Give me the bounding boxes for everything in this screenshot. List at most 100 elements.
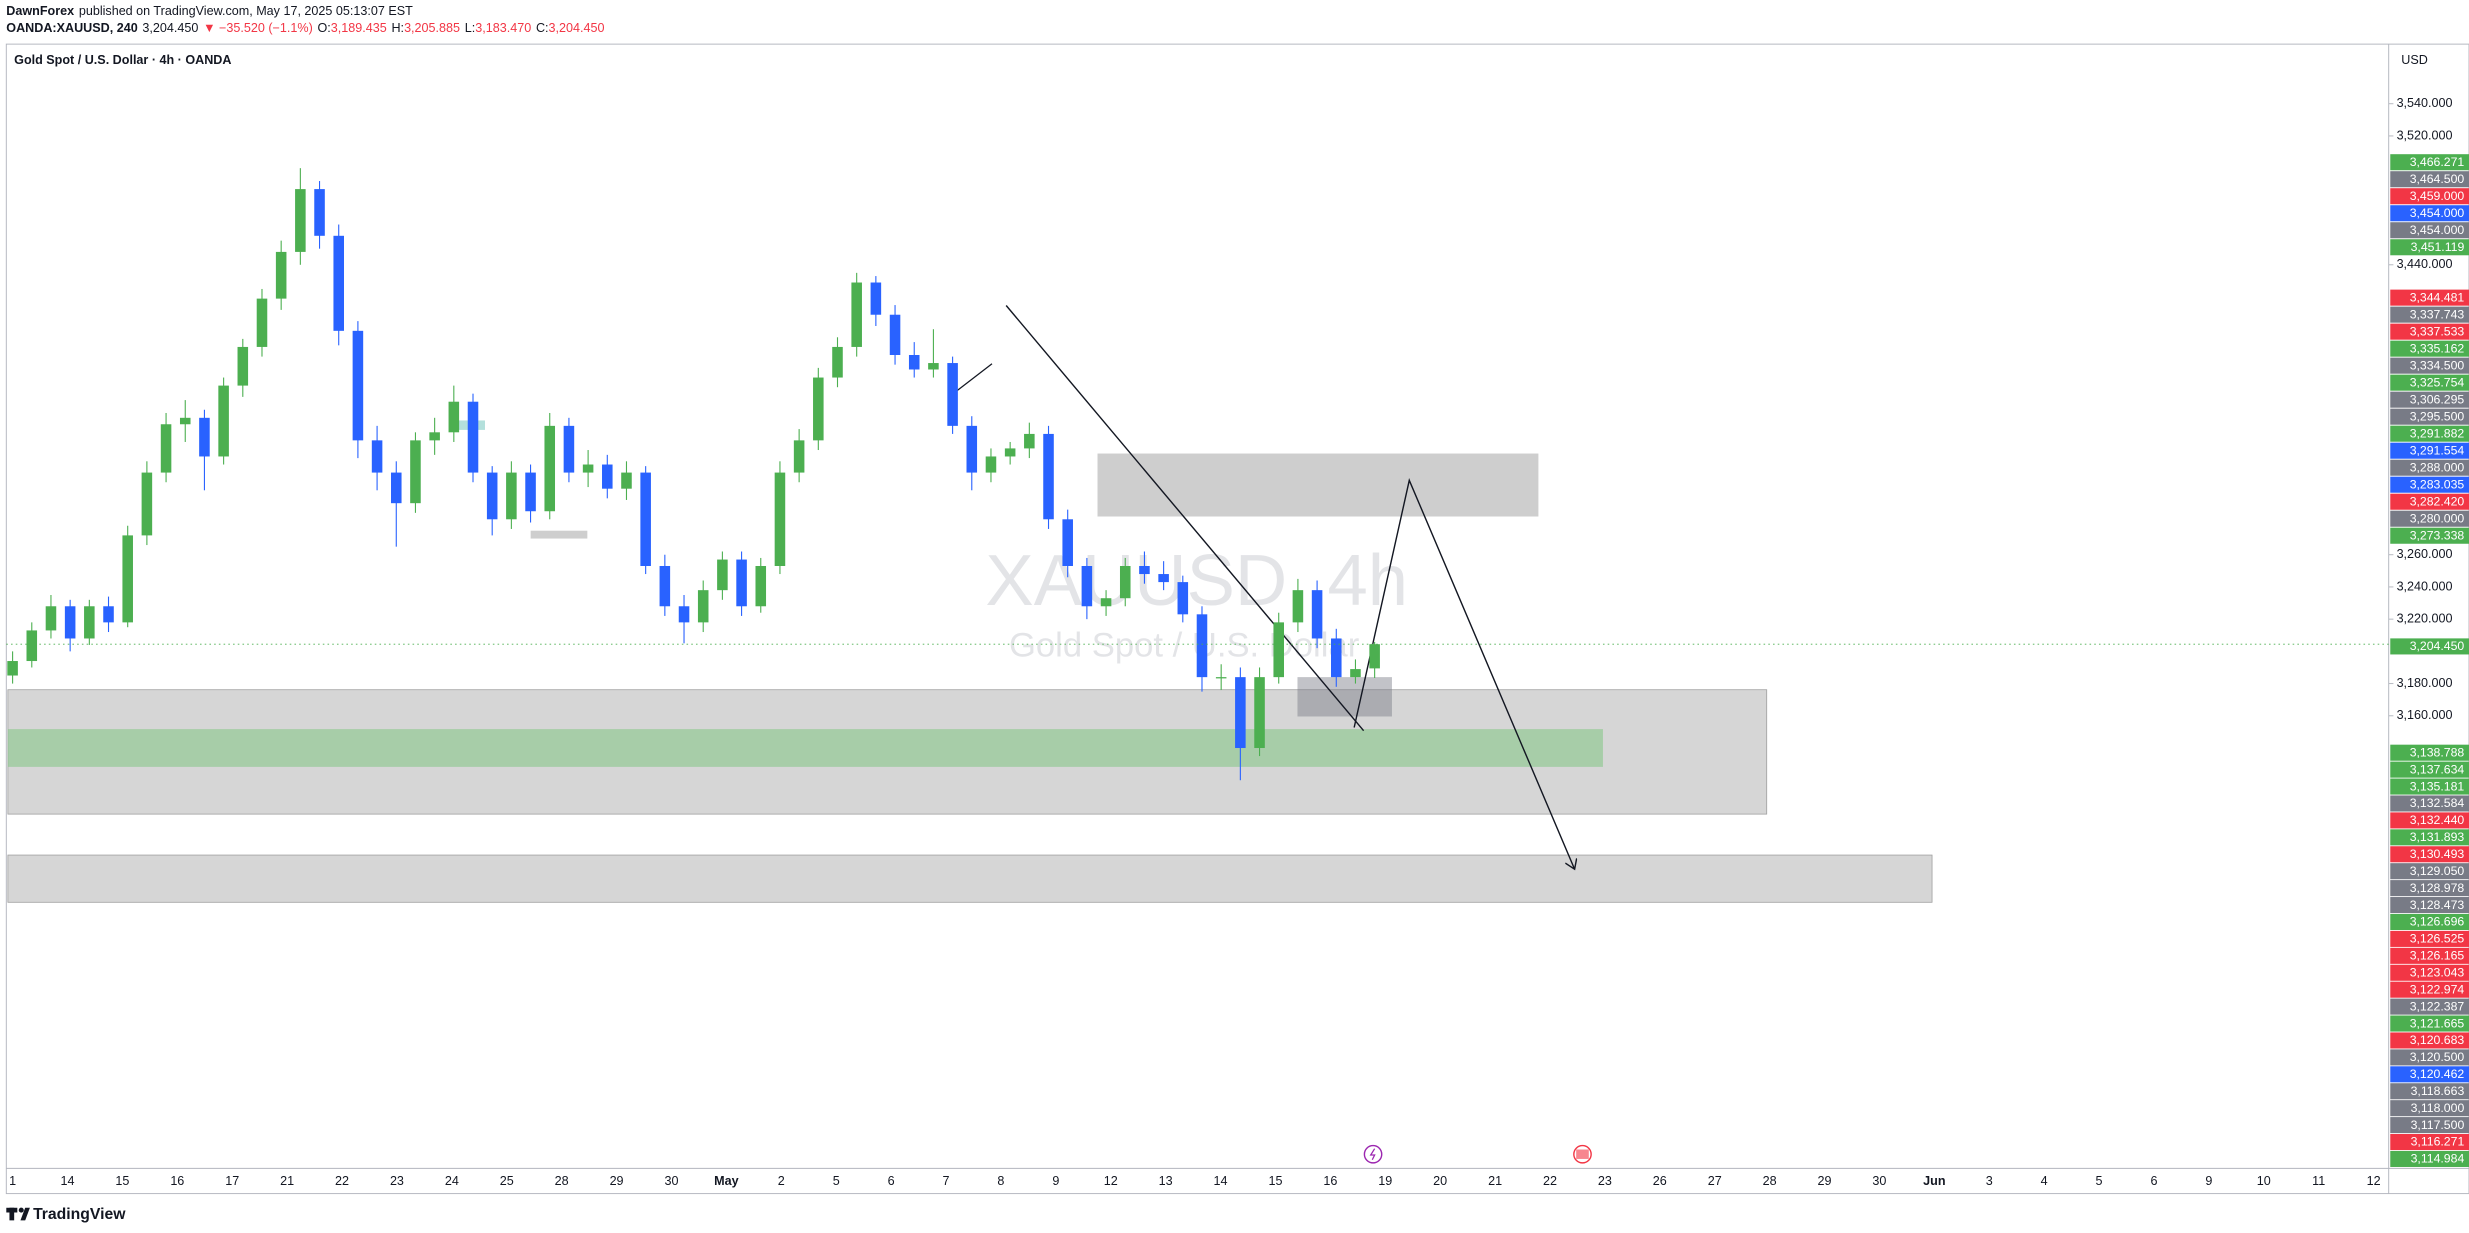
candle-body	[1043, 433, 1054, 520]
price-label-bg	[2390, 846, 2469, 863]
ohlc-key: C:	[536, 21, 549, 35]
candle-body	[947, 363, 958, 426]
y-tick-label: 3,540.000	[2397, 96, 2453, 110]
ohlc-key: O:	[318, 21, 331, 35]
price-label-bg	[2390, 171, 2469, 188]
x-tick-label: 21	[1488, 1174, 1502, 1188]
watermark-subtitle: Gold Spot / U.S. Dollar	[1009, 626, 1359, 664]
x-tick-label: 15	[1268, 1174, 1282, 1188]
price-label-bg	[2390, 205, 2469, 222]
price-label-bg	[2390, 930, 2469, 947]
candle-body	[1139, 565, 1150, 575]
x-tick-label: 16	[170, 1174, 184, 1188]
price-label: 3,288.000	[2410, 460, 2465, 474]
candle-body	[448, 401, 460, 433]
candle-body	[352, 330, 364, 441]
price-label: 3,291.882	[2410, 426, 2465, 440]
ohlc-key: L:	[465, 21, 475, 35]
price-label-bg	[2390, 981, 2469, 998]
candle-body	[985, 456, 997, 473]
candle-body	[1158, 574, 1169, 583]
candle-body	[45, 606, 57, 631]
candle-body	[467, 401, 479, 473]
event-icon-glyph	[1369, 1148, 1376, 1161]
x-tick-label: 8	[997, 1174, 1004, 1188]
x-tick-label: 7	[943, 1174, 950, 1188]
price-label-bg	[2390, 188, 2469, 205]
price-label: 3,282.420	[2410, 494, 2465, 508]
x-tick-label: 29	[1818, 1174, 1832, 1188]
candle-body	[486, 472, 498, 520]
candle-body	[429, 432, 440, 441]
price-label: 3,132.584	[2410, 796, 2465, 810]
x-tick-label: 10	[2257, 1174, 2271, 1188]
price-label: 3,132.440	[2410, 813, 2465, 827]
price-label: 3,291.554	[2410, 443, 2465, 457]
price-label-bg	[2390, 998, 2469, 1015]
price-label-bg	[2390, 778, 2469, 795]
price-label-bg	[2390, 1066, 2469, 1083]
price-label: 3,114.984	[2411, 1152, 2465, 1166]
candle-body	[333, 235, 344, 331]
candle-body	[237, 346, 249, 386]
candle-body	[659, 565, 671, 607]
logo-part	[18, 1207, 24, 1213]
price-label: 3,122.974	[2410, 982, 2465, 996]
candle-body	[544, 425, 556, 512]
price-label-bg	[2390, 1117, 2469, 1134]
price-label-bg	[2390, 638, 2469, 655]
x-tick-label: 30	[664, 1174, 678, 1188]
y-tick-label: 3,160.000	[2397, 708, 2453, 722]
price-label-bg	[2390, 374, 2469, 391]
x-tick-label: 2	[778, 1174, 785, 1188]
x-tick-label: 6	[2150, 1174, 2157, 1188]
price-label: 3,306.295	[2410, 392, 2465, 406]
watermark: XAUUSD, 4h	[985, 540, 1408, 621]
x-tick-label: 17	[225, 1174, 239, 1188]
price-label-bg	[2390, 391, 2469, 408]
price-label-bg	[2390, 761, 2469, 778]
x-tick-label: 22	[335, 1174, 349, 1188]
price-label-bg	[2390, 1083, 2469, 1100]
price-label: 3,128.473	[2410, 898, 2465, 912]
candle-body	[371, 440, 383, 473]
candle-body	[525, 472, 536, 512]
x-tick-label: 24	[445, 1174, 459, 1188]
price-label-bg	[2390, 527, 2469, 544]
price-label: 3,204.450	[2410, 639, 2465, 653]
candle-body	[1004, 448, 1016, 457]
candle-body	[1177, 582, 1189, 615]
candle-body	[582, 464, 594, 473]
candle-body	[640, 472, 651, 566]
x-tick-label: 3	[1986, 1174, 1993, 1188]
price-label-bg	[2390, 222, 2469, 239]
candle-body	[1273, 622, 1284, 678]
price-label-bg	[2390, 493, 2469, 510]
x-tick-label: 26	[1653, 1174, 1667, 1188]
candle-body	[141, 472, 153, 536]
price-label-bg	[2390, 964, 2469, 981]
price-label-bg	[2390, 442, 2469, 459]
price-label-bg	[2390, 947, 2469, 964]
y-tick-label: 3,180.000	[2397, 676, 2453, 690]
x-tick-label: 9	[1052, 1174, 1059, 1188]
price-label-bg	[2390, 863, 2469, 880]
change: ▼ −35.520 (−1.1%)	[203, 21, 313, 35]
x-tick-label: 15	[115, 1174, 129, 1188]
candle-body	[966, 425, 978, 473]
candle-body	[889, 314, 901, 355]
candle-body	[410, 440, 421, 504]
candle-body	[314, 189, 325, 236]
candle-body	[122, 535, 133, 623]
price-label: 3,451.119	[2411, 240, 2465, 254]
x-tick-label: 1	[9, 1174, 16, 1188]
price-label-bg	[2390, 408, 2469, 425]
ohlc-value: 3,205.885	[404, 21, 460, 35]
candle-body	[1330, 638, 1342, 678]
event-icon	[1363, 1144, 1383, 1164]
price-label: 3,295.500	[2410, 409, 2465, 423]
candle-body	[621, 472, 632, 489]
x-tick-label: 29	[610, 1174, 624, 1188]
price-label: 3,459.000	[2410, 189, 2465, 203]
x-tick-label: 28	[555, 1174, 569, 1188]
